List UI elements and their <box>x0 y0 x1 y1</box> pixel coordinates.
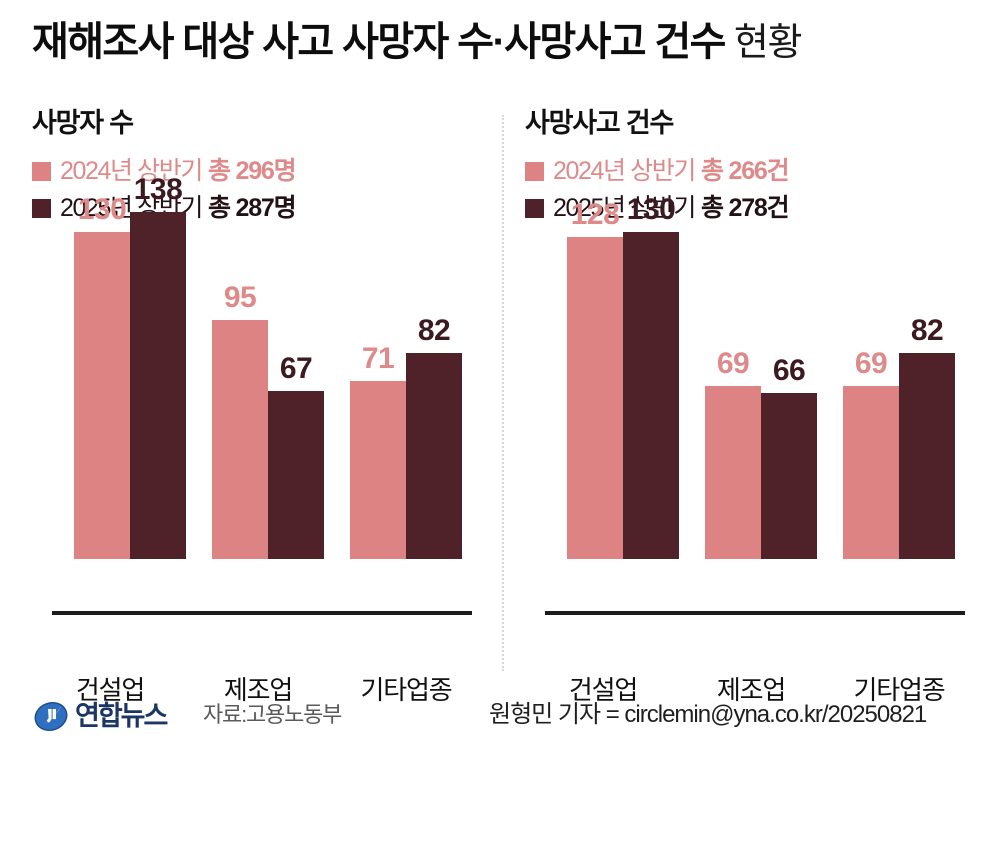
panel-incidents: 사망사고 건수 2024년 상반기 총 266건 2025년 상반기 총 278… <box>525 108 995 703</box>
bar-value-2025: 82 <box>910 314 944 347</box>
bar-value-2024: 130 <box>77 193 127 226</box>
bar-groups: 130 138 95 67 <box>74 175 462 611</box>
bar-2024[interactable] <box>567 237 623 559</box>
bar-value-2024: 71 <box>361 342 395 375</box>
bar-2024[interactable] <box>705 386 761 559</box>
category-label: 건설업 <box>568 675 638 705</box>
legend-swatch-2024-icon <box>32 161 51 181</box>
legend-total-2024: 총 266건 <box>700 156 790 185</box>
bar-wrap-2024: 69 <box>843 265 899 611</box>
bar-wrap-2025: 138 <box>130 175 186 611</box>
bar-2024[interactable] <box>843 386 899 559</box>
bar-group: 95 67 <box>212 265 324 611</box>
bar-value-2025: 66 <box>772 354 806 387</box>
bar-chart-incidents: 128 130 69 66 <box>525 195 965 723</box>
bar-group: 128 130 <box>567 195 679 611</box>
bar-2025[interactable] <box>899 353 955 559</box>
panel-heading-deaths: 사망자 수 <box>32 108 134 138</box>
bar-value-2024: 128 <box>570 198 620 231</box>
bar-2025[interactable] <box>268 391 324 559</box>
bar-wrap-2025: 82 <box>899 265 955 611</box>
bar-value-2024: 69 <box>716 347 750 380</box>
category-label: 기타업종 <box>853 675 946 705</box>
credit-note: 원형민 기자 = circlemin@yna.co.kr/20250821 <box>489 701 927 728</box>
brand-name: 연합뉴스 <box>75 700 168 731</box>
bar-wrap-2024: 69 <box>705 265 761 611</box>
category-label: 건설업 <box>75 675 145 705</box>
bar-2025[interactable] <box>623 232 679 559</box>
legend-label-2025: 2025년 상반기 <box>553 193 696 222</box>
category-labels: 건설업 제조업 기타업종 <box>547 677 955 723</box>
page-title-main: 재해조사 대상 사고 사망자 수·사망사고 건수 <box>32 20 726 64</box>
legend-incidents: 2024년 상반기 총 266건 2025년 상반기 총 278건 <box>525 156 790 223</box>
x-axis-line <box>545 611 965 615</box>
category-label: 기타업종 <box>360 675 453 705</box>
legend-total-2025: 총 287명 <box>207 193 297 222</box>
bar-value-2024: 95 <box>223 281 257 314</box>
source-note: 자료:고용노동부 <box>203 702 342 727</box>
bar-value-2025: 130 <box>626 193 676 226</box>
brand-logo: 연합뉴스 <box>34 698 168 734</box>
panel-deaths: 사망자 수 2024년 상반기 총 296명 2025년 상반기 총 287명 … <box>32 108 502 703</box>
bar-wrap-2025: 130 <box>623 195 679 611</box>
legend-label-2024: 2024년 상반기 <box>553 156 696 185</box>
bar-group: 69 82 <box>843 265 955 611</box>
legend-total-2024: 총 296명 <box>207 156 297 185</box>
legend-label-2024: 2024년 상반기 <box>60 156 203 185</box>
bar-wrap-2025: 82 <box>406 265 462 611</box>
bar-group: 130 138 <box>74 175 186 611</box>
legend-item-2024: 2024년 상반기 총 296명 <box>32 156 297 186</box>
bar-wrap-2024: 130 <box>74 195 130 611</box>
bar-group: 71 82 <box>350 265 462 611</box>
bar-wrap-2024: 71 <box>350 265 406 611</box>
bar-2025[interactable] <box>406 353 462 559</box>
bar-value-2024: 69 <box>854 347 888 380</box>
legend-swatch-2024-icon <box>525 161 544 181</box>
page-title-suffix: 현황 <box>733 22 803 64</box>
bar-groups: 128 130 69 66 <box>567 195 955 611</box>
yonhap-logo-icon <box>34 701 68 732</box>
bar-2024[interactable] <box>74 232 130 559</box>
bar-value-2025: 67 <box>279 352 313 385</box>
bar-wrap-2025: 66 <box>761 265 817 611</box>
category-labels: 건설업 제조업 기타업종 <box>54 677 462 723</box>
bar-2024[interactable] <box>350 381 406 559</box>
bar-value-2025: 138 <box>133 173 183 206</box>
page-title: 재해조사 대상 사고 사망자 수·사망사고 건수 현황 <box>32 22 982 84</box>
legend-item-2024: 2024년 상반기 총 266건 <box>525 156 790 186</box>
panel-divider <box>502 115 504 671</box>
category-label: 제조업 <box>716 675 786 705</box>
panel-heading-incidents: 사망사고 건수 <box>525 108 674 138</box>
category-label: 제조업 <box>223 675 293 705</box>
bar-wrap-2024: 128 <box>567 200 623 611</box>
bar-chart-deaths: 130 138 95 67 <box>32 175 472 723</box>
legend-item-2025: 2025년 상반기 총 278건 <box>525 193 790 223</box>
bar-wrap-2025: 67 <box>268 265 324 611</box>
bar-2024[interactable] <box>212 320 268 559</box>
legend-swatch-2025-icon <box>32 198 51 218</box>
bar-2025[interactable] <box>761 393 817 559</box>
legend-total-2025: 총 278건 <box>700 193 790 222</box>
legend-swatch-2025-icon <box>525 198 544 218</box>
bar-wrap-2024: 95 <box>212 265 268 611</box>
footer: 연합뉴스 자료:고용노동부 원형민 기자 = circlemin@yna.co.… <box>0 690 1005 750</box>
bar-group: 69 66 <box>705 265 817 611</box>
bar-2025[interactable] <box>130 212 186 559</box>
x-axis-line <box>52 611 472 615</box>
bar-value-2025: 82 <box>417 314 451 347</box>
